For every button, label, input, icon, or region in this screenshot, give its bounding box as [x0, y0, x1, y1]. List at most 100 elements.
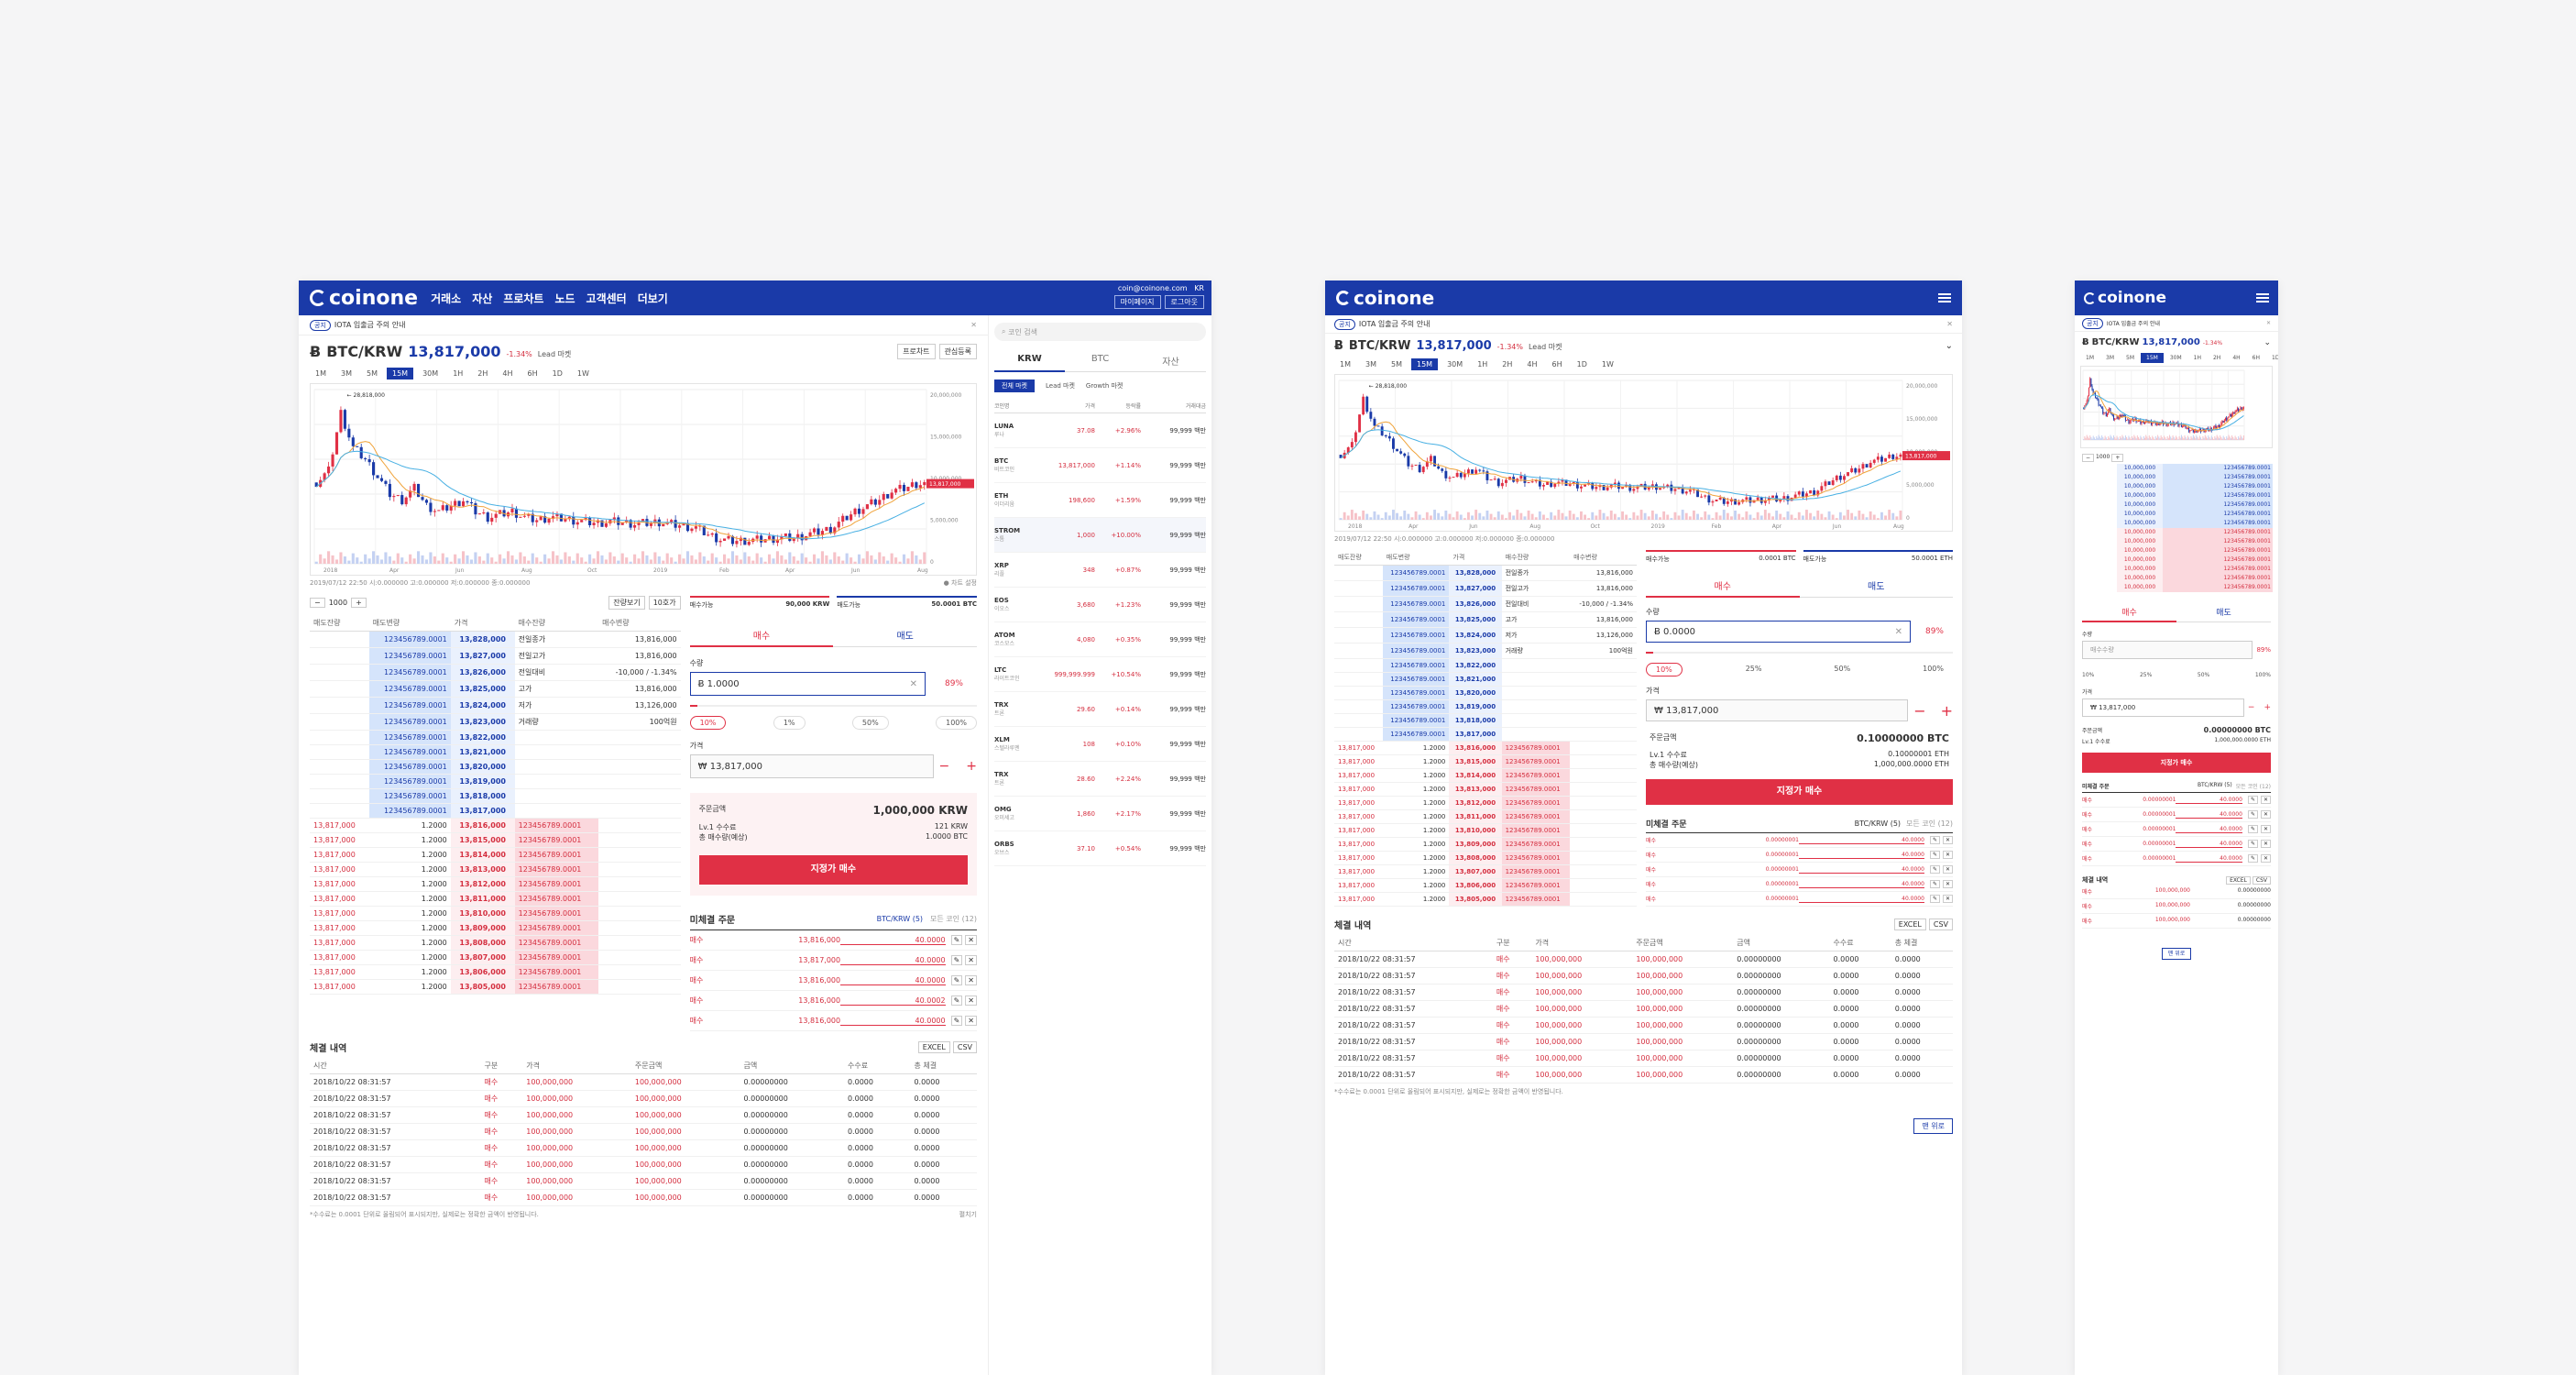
timeframe-4h[interactable]: 4H	[502, 369, 513, 378]
price-minus-button[interactable]: −	[2247, 703, 2255, 712]
bid-price[interactable]: 13,812,000	[1449, 796, 1502, 810]
pct-50-button[interactable]: 50%	[851, 716, 889, 730]
excel-button[interactable]: EXCEL	[917, 1041, 950, 1053]
ask-price[interactable]: 13,826,000	[450, 664, 515, 681]
pct-1-button[interactable]: 1%	[773, 716, 806, 730]
coin-row[interactable]: BTC 비트코인 13,817,000 +1.14% 99,999 백만	[994, 448, 1206, 483]
scroll-top-button[interactable]: 맨 위로	[1913, 1118, 1953, 1134]
orderbook-ask-row[interactable]: 123456789.0001 13,826,000 전일대비 -10,000 / -1…	[310, 664, 681, 681]
order-price[interactable]: 10,000,000	[2117, 583, 2163, 592]
ask-price[interactable]: 13,828,000	[450, 631, 515, 648]
edit-icon[interactable]: ✎	[1929, 865, 1940, 874]
tab-buy[interactable]: 매수	[1646, 575, 1800, 598]
ask-price[interactable]: 13,825,000	[450, 680, 515, 698]
minus-button[interactable]: −	[2082, 454, 2095, 462]
timeframe-15m[interactable]: 15M	[1411, 358, 1439, 370]
edit-icon[interactable]: ✎	[950, 975, 963, 985]
timeframe-4h[interactable]: 4H	[1527, 360, 1538, 368]
timeframe-1h[interactable]: 1H	[1477, 360, 1488, 368]
pair-name[interactable]: BTC/KRW	[326, 343, 403, 360]
edit-icon[interactable]: ✎	[1929, 880, 1940, 888]
logout-button[interactable]: 로그아웃	[1164, 295, 1204, 309]
orderbook-bid-row[interactable]: 13,817,000 1.2000 13,808,000 123456789.0001	[1334, 851, 1637, 865]
tab-sell[interactable]: 매도	[1799, 575, 1953, 598]
bid-price[interactable]: 13,813,000	[450, 862, 515, 877]
orderbook-ask-row[interactable]: 123456789.0001 13,820,000	[1334, 686, 1637, 700]
edit-icon[interactable]: ✎	[1929, 895, 1940, 903]
orderbook-bid-row[interactable]: 13,817,000 1.2000 13,808,000 123456789.0001	[310, 935, 681, 951]
logo[interactable]: coinone	[2084, 289, 2166, 307]
orderbook-ask-row[interactable]: 123456789.0001 13,821,000	[310, 744, 681, 760]
orderbook-bid-row[interactable]: 13,817,000 1.2000 13,812,000 123456789.0001	[310, 876, 681, 892]
ask-price[interactable]: 13,820,000	[1449, 686, 1502, 700]
order-price[interactable]: 10,000,000	[2117, 537, 2163, 546]
orderbook-bid-row[interactable]: 13,817,000 1.2000 13,813,000 123456789.0001	[1334, 782, 1637, 797]
orderbook-bid-row[interactable]: 13,817,000 1.2000 13,805,000 123456789.0001	[310, 979, 681, 995]
cancel-icon[interactable]: ✕	[2260, 840, 2271, 848]
orderbook-bid-row[interactable]: 13,817,000 1.2000 13,806,000 123456789.0001	[310, 964, 681, 980]
pct-100-button[interactable]: 100%	[936, 716, 977, 730]
bid-price[interactable]: 13,814,000	[1449, 768, 1502, 783]
order-price[interactable]: 10,000,000	[2117, 464, 2163, 473]
cancel-icon[interactable]: ✕	[2260, 825, 2271, 833]
ask-price[interactable]: 13,824,000	[1449, 627, 1502, 644]
order-price[interactable]: 10,000,000	[2117, 546, 2163, 556]
coin-row[interactable]: TRX 트론 28.60 +2.24% 99,999 백만	[994, 762, 1206, 797]
orderbook-bid-row[interactable]: 13,817,000 1.2000 13,816,000 123456789.0001	[310, 818, 681, 833]
ask-price[interactable]: 13,825,000	[1449, 611, 1502, 628]
timeframe-1h[interactable]: 1H	[2193, 355, 2201, 361]
nav-item-assets[interactable]: 자산	[472, 292, 493, 305]
edit-icon[interactable]: ✎	[1929, 836, 1940, 844]
orderbook-ask-row[interactable]: 10,000,000 123456789.0001	[2080, 473, 2273, 482]
timeframe-1w[interactable]: 1W	[576, 369, 589, 378]
coin-row[interactable]: TRX 트론 29.60 +0.14% 99,999 백만	[994, 692, 1206, 727]
nav-item-support[interactable]: 고객센터	[586, 292, 627, 305]
price-chart[interactable]: 20,000,00015,000,00010,000,0005,000,0000…	[1334, 374, 1953, 532]
close-icon[interactable]: ✕	[2265, 320, 2271, 326]
cancel-icon[interactable]: ✕	[1942, 895, 1953, 903]
open-orders-pair-tab[interactable]: BTC/KRW (5)	[1854, 820, 1902, 828]
timeframe-3m[interactable]: 3M	[341, 369, 352, 378]
ask-price[interactable]: 13,817,000	[1449, 727, 1502, 742]
bid-price[interactable]: 13,815,000	[1449, 754, 1502, 769]
bid-price[interactable]: 13,808,000	[450, 935, 515, 951]
subtab-growth[interactable]: Growth 마켓	[1085, 382, 1124, 390]
order-price[interactable]: 10,000,000	[2117, 510, 2163, 519]
orderbook-bid-row[interactable]: 10,000,000 123456789.0001	[2080, 537, 2273, 546]
timeframe-1h[interactable]: 1H	[453, 369, 464, 378]
orderbook-bid-row[interactable]: 10,000,000 123456789.0001	[2080, 583, 2273, 592]
coin-row[interactable]: LTC 라이트코인 999,999.999 +10.54% 99,999 백만	[994, 657, 1206, 692]
orderbook-ask-row[interactable]: 10,000,000 123456789.0001	[2080, 519, 2273, 528]
orderbook-bid-row[interactable]: 10,000,000 123456789.0001	[2080, 528, 2273, 537]
submit-buy-button[interactable]: 지정가 매수	[698, 855, 968, 885]
orderbook-ask-row[interactable]: 123456789.0001 13,826,000 전일대비 -10,000 / -1…	[1334, 596, 1637, 612]
orderbook-bid-row[interactable]: 13,817,000 1.2000 13,811,000 123456789.0001	[310, 891, 681, 907]
order-price[interactable]: 10,000,000	[2117, 482, 2163, 491]
chevron-down-icon[interactable]: ⌄	[1945, 341, 1953, 351]
timeframe-30m[interactable]: 30M	[422, 369, 439, 378]
coin-row[interactable]: OMG 오미세고 1,860 +2.17% 99,999 백만	[994, 797, 1206, 831]
edit-icon[interactable]: ✎	[950, 955, 963, 965]
expand-button[interactable]: 펼치기	[959, 1211, 977, 1218]
tab-btc[interactable]: BTC	[1065, 350, 1135, 372]
orderbook-ask-row[interactable]: 10,000,000 123456789.0001	[2080, 491, 2273, 500]
orderbook-ask-row[interactable]: 123456789.0001 13,817,000	[310, 803, 681, 819]
cancel-icon[interactable]: ✕	[2260, 810, 2271, 819]
tab-buy[interactable]: 매수	[689, 624, 834, 647]
orderbook-ask-row[interactable]: 123456789.0001 13,827,000 전일고가 13,816,000	[1334, 580, 1637, 597]
order-price[interactable]: 10,000,000	[2117, 565, 2163, 574]
edit-icon[interactable]: ✎	[2247, 810, 2258, 819]
qty-slider[interactable]	[689, 705, 977, 707]
coin-row[interactable]: XLM 스텔라루멘 108 +0.10% 99,999 백만	[994, 727, 1206, 762]
orderbook-ask-row[interactable]: 123456789.0001 13,824,000 저가 13,126,000	[1334, 627, 1637, 644]
orderbook-bid-row[interactable]: 10,000,000 123456789.0001	[2080, 574, 2273, 583]
ask-price[interactable]: 13,827,000	[450, 647, 515, 665]
timeframe-6h[interactable]: 6H	[2252, 355, 2260, 361]
coin-row[interactable]: LUNA 루나 37.08 +2.96% 99,999 백만	[994, 413, 1206, 448]
timeframe-2h[interactable]: 2H	[477, 369, 488, 378]
coin-row[interactable]: ORBS 오브스 37.10 +0.54% 99,999 백만	[994, 831, 1206, 866]
notice-bar[interactable]: 공지 IOTA 입출금 주의 안내 ✕	[2075, 315, 2278, 332]
ask-price[interactable]: 13,822,000	[1449, 658, 1502, 673]
timeframe-30m[interactable]: 30M	[2169, 355, 2182, 361]
price-input[interactable]: ₩ 13,817,000	[689, 754, 934, 778]
